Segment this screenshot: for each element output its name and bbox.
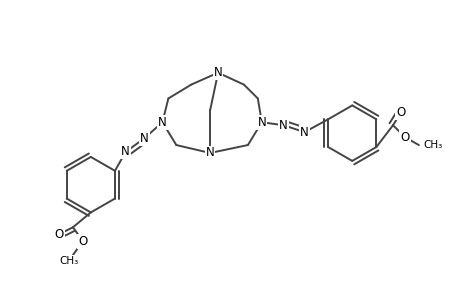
Text: N: N	[121, 146, 130, 158]
Text: O: O	[396, 106, 405, 119]
Text: N: N	[257, 116, 266, 129]
Text: N: N	[300, 126, 308, 139]
Text: N: N	[205, 146, 214, 160]
Text: N: N	[158, 116, 167, 129]
Text: CH₃: CH₃	[59, 256, 78, 266]
Text: N: N	[140, 132, 149, 145]
Text: O: O	[54, 228, 63, 241]
Text: N: N	[213, 66, 222, 79]
Text: O: O	[399, 130, 409, 144]
Text: O: O	[78, 235, 87, 248]
Text: N: N	[279, 119, 287, 132]
Text: CH₃: CH₃	[423, 140, 442, 150]
